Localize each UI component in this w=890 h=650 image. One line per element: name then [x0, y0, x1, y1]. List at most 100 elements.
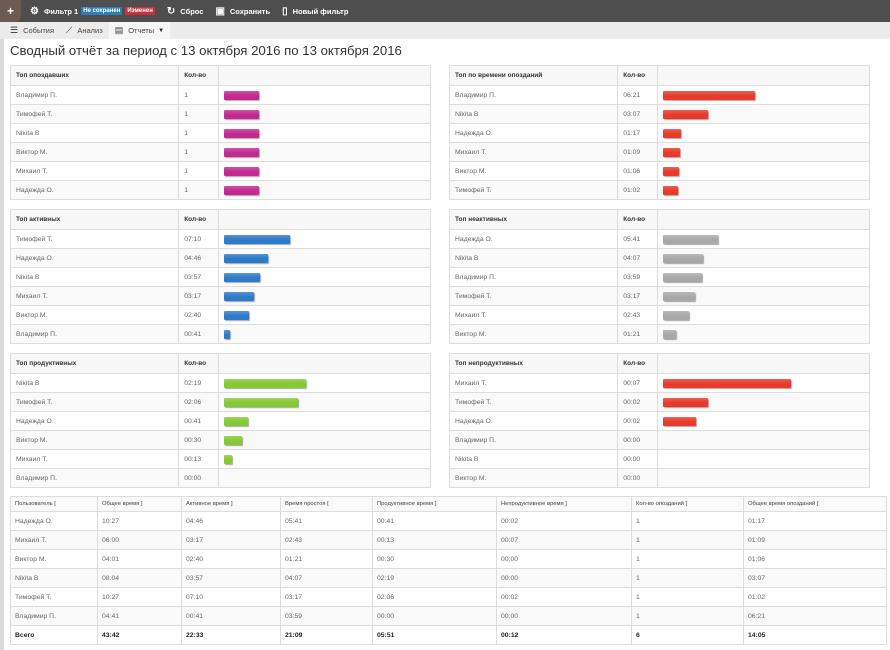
save-button[interactable]: ▣ Сохранить [215, 6, 270, 17]
bar [224, 378, 307, 388]
bar [663, 291, 696, 301]
plus-icon: + [6, 4, 14, 18]
panel-bar-header [657, 65, 870, 86]
bar-cell [218, 449, 431, 469]
value: 00:02 [617, 392, 659, 412]
add-button[interactable]: + [0, 0, 21, 22]
cell: 00:02 [496, 587, 632, 607]
column-header[interactable]: Кол-во опозданий [ [631, 496, 744, 512]
value: 00:00 [617, 449, 659, 469]
value: 00:07 [617, 373, 659, 393]
value: 1 [178, 104, 220, 124]
cell: 06:21 [743, 606, 887, 626]
bar [663, 90, 756, 100]
value: 02:43 [617, 305, 659, 325]
cell: 1 [631, 587, 744, 607]
value: 1 [178, 180, 220, 200]
table-row: Владимир П. 1 [9, 85, 431, 105]
reset-button[interactable]: ↻ Сброс [167, 6, 204, 17]
column-header[interactable]: Непродуктивное время ] [496, 496, 632, 512]
cell: 10:27 [97, 587, 182, 607]
line-chart-icon: ⟋ [66, 25, 73, 35]
cell: 00:41 [181, 606, 281, 626]
user-name: Михаил Т. [9, 161, 180, 181]
panel-bar-header [657, 353, 870, 374]
table-row: Тимофей Т. 03:17 [448, 286, 870, 306]
table-row: Надежда О. 01:17 [448, 123, 870, 143]
column-header[interactable]: Пользователь [ [10, 496, 98, 512]
bar-cell [657, 142, 870, 162]
cell: 07:10 [181, 587, 281, 607]
filter-selector[interactable]: ⚙ Фильтр 1 Не сохранен Изменен [30, 6, 155, 17]
table-row: Тимофей Т. 07:10 [9, 229, 431, 249]
user-name: Тимофей Т. [9, 392, 180, 412]
total-cell: 21:09 [280, 625, 373, 645]
cell: Надежда О. [10, 511, 98, 531]
column-header[interactable]: Время простоя [ [280, 496, 373, 512]
bar-cell [657, 85, 870, 105]
user-name: Надежда О. [448, 123, 619, 143]
cell: Nikita B [10, 568, 98, 588]
reset-label: Сброс [180, 6, 204, 16]
table-row: Тимофей Т. 02:06 [9, 392, 431, 412]
table-row: Виктор М. 01:06 [448, 161, 870, 181]
value: 03:07 [617, 104, 659, 124]
table-row: Виктор М. 1 [9, 142, 431, 162]
value: 00:13 [178, 449, 220, 469]
table-row: Nikita B 03:57 [9, 267, 431, 287]
cell: 02:06 [372, 587, 497, 607]
bar-cell [218, 180, 431, 200]
tab-events[interactable]: ☰ События [4, 22, 60, 39]
cell: 02:43 [280, 530, 373, 550]
panel-column-label: Кол-во [617, 65, 659, 86]
panel-table: Топ продуктивных Кол-во Nikita B 02:19 Т… [9, 353, 431, 488]
value: 1 [178, 85, 220, 105]
tab-reports[interactable]: ▤ Отчеты ▼ [108, 22, 171, 39]
bar [224, 272, 261, 282]
column-header[interactable]: Общее время ] [97, 496, 182, 512]
bar [224, 310, 250, 320]
bar-cell [657, 449, 870, 469]
column-header[interactable]: Продуктивное время ] [372, 496, 497, 512]
user-name: Виктор М. [448, 468, 619, 488]
bar-cell [218, 142, 431, 162]
bar [224, 416, 249, 426]
user-name: Надежда О. [9, 411, 180, 431]
value: 03:17 [178, 286, 220, 306]
cell: 02:40 [181, 549, 281, 569]
table-row: Надежда О. 00:41 [9, 411, 431, 431]
bar [224, 291, 255, 301]
table-row: Михаил Т. 01:09 [448, 142, 870, 162]
list-icon: ☰ [10, 25, 19, 35]
table-row: Михаил Т. 00:13 [9, 449, 431, 469]
bar-cell [218, 392, 431, 412]
tab-analysis[interactable]: ⟋ Анализ [60, 22, 109, 39]
bar [224, 329, 231, 339]
table-row: Михаил Т. 03:17 [9, 286, 431, 306]
bar-cell [657, 411, 870, 431]
user-name: Тимофей Т. [9, 104, 180, 124]
cell: Тимофей Т. [10, 587, 98, 607]
panel-header: Топ непродуктивных Кол-во [448, 353, 870, 374]
new-filter-button[interactable]: ▯ Новый фильтр [282, 6, 348, 17]
user-name: Михаил Т. [448, 373, 619, 393]
value: 1 [178, 123, 220, 143]
user-name: Надежда О. [448, 411, 619, 431]
sidebar-resize-handle[interactable] [0, 39, 4, 650]
panel-title: Топ опоздавших [9, 65, 180, 86]
cell: 1 [631, 549, 744, 569]
value: 05:41 [617, 229, 659, 249]
column-header[interactable]: Активное время ] [181, 496, 281, 512]
table-row: Тимофей Т. 10:27 07:10 03:17 02:06 00:02 1 01:0… [10, 587, 887, 607]
bar [663, 329, 677, 339]
bar [663, 272, 703, 282]
user-name: Владимир П. [9, 468, 180, 488]
bar [663, 310, 690, 320]
column-header[interactable]: Общее время опозданий [ [743, 496, 887, 512]
user-name: Виктор М. [448, 161, 619, 181]
bar-cell [218, 305, 431, 325]
bar-cell [657, 123, 870, 143]
bar [224, 397, 299, 407]
cell: 00:00 [496, 568, 632, 588]
cell: 02:19 [372, 568, 497, 588]
